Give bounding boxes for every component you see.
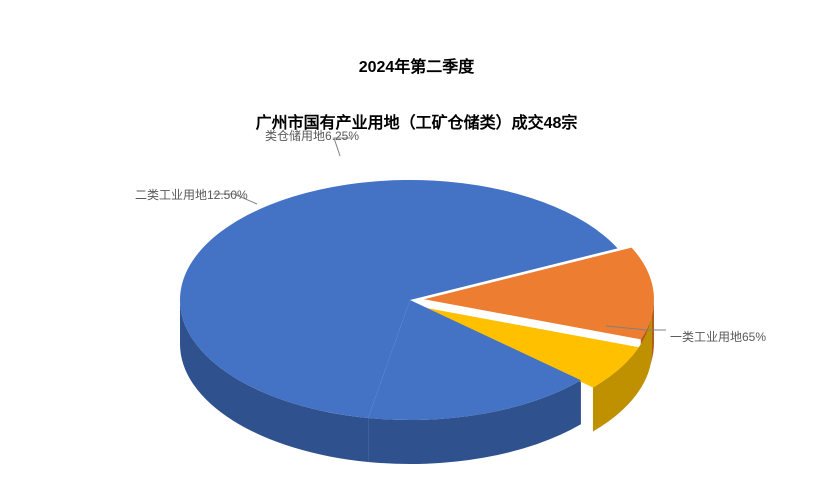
leader-lines: [130, 120, 690, 480]
pie-chart: 一类工业用地65%二类工业用地12.50%类仓储用地6.25%: [130, 120, 690, 480]
chart-container: 2024年第二季度 广州市国有产业用地（工矿仓储类）成交48宗 一类工业用地65…: [0, 0, 833, 500]
slice-label: 一类工业用地65%: [670, 328, 766, 345]
title-line-1: 2024年第二季度: [0, 58, 833, 78]
slice-label: 二类工业用地12.50%: [135, 186, 248, 203]
slice-label: 类仓储用地6.25%: [265, 127, 359, 144]
